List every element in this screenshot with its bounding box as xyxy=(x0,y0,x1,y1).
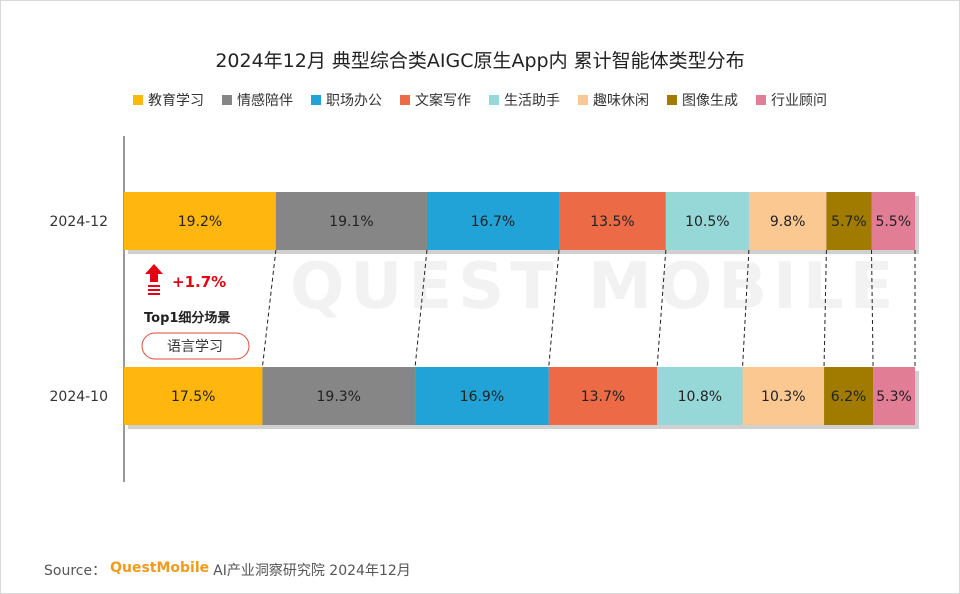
legend-label: 职场办公 xyxy=(326,93,382,109)
data-label: 10.8% xyxy=(678,389,722,405)
bar-segment xyxy=(826,192,872,250)
bar-segment xyxy=(871,192,915,250)
legend-swatch xyxy=(222,95,232,105)
data-label: 9.8% xyxy=(770,214,806,230)
data-label: 19.3% xyxy=(317,389,361,405)
category-label: 2024-10 xyxy=(50,389,109,405)
legend-label: 趣味休闲 xyxy=(593,93,649,109)
bar-segment xyxy=(657,367,743,425)
legend-item: 图像生成 xyxy=(667,90,738,110)
bar-segment xyxy=(665,192,749,250)
data-label: 16.7% xyxy=(471,214,515,230)
legend-label: 情感陪伴 xyxy=(237,93,293,109)
source-brand: QuestMobile xyxy=(110,560,210,576)
tag-pill xyxy=(141,332,250,360)
tag-label: 语言学习 xyxy=(167,339,223,355)
bar-segment xyxy=(124,192,276,250)
legend-item: 趣味休闲 xyxy=(578,90,649,110)
legend-swatch xyxy=(667,95,677,105)
bar-segment xyxy=(559,192,666,250)
legend-label: 图像生成 xyxy=(682,93,738,109)
legend-label: 文案写作 xyxy=(415,93,471,109)
legend-item: 教育学习 xyxy=(133,90,204,110)
data-label: 19.2% xyxy=(178,214,222,230)
chart-title: 2024年12月 典型综合类AIGC原生App内 累计智能体类型分布 xyxy=(215,50,745,72)
connector-line xyxy=(261,249,277,368)
bar-segment xyxy=(748,192,827,250)
connector-line xyxy=(823,249,827,368)
bar-segment xyxy=(873,367,915,425)
data-label: 6.2% xyxy=(831,389,867,405)
legend-item: 情感陪伴 xyxy=(222,90,293,110)
legend-item: 行业顾问 xyxy=(756,90,827,110)
arrow-stripe xyxy=(148,289,160,291)
bar-segment xyxy=(262,367,416,425)
data-label: 19.1% xyxy=(329,214,373,230)
arrow-stripe xyxy=(148,293,160,295)
legend-swatch xyxy=(578,95,588,105)
source-line: Source： QuestMobile AI产业洞察研究院 2024年12月 xyxy=(44,560,411,580)
connector-line xyxy=(656,249,667,368)
bar-segment xyxy=(415,367,549,425)
legend-label: 教育学习 xyxy=(148,93,204,109)
legend-label: 行业顾问 xyxy=(771,93,827,109)
bar-segment xyxy=(742,367,825,425)
connector-line xyxy=(414,249,428,368)
data-label: 10.5% xyxy=(685,214,729,230)
bar-segment xyxy=(124,367,263,425)
data-label: 10.3% xyxy=(761,389,805,405)
data-label: 16.9% xyxy=(460,389,504,405)
data-label: 17.5% xyxy=(171,389,215,405)
legend-item: 生活助手 xyxy=(489,90,560,110)
source-text: AI产业洞察研究院 2024年12月 xyxy=(213,563,411,579)
data-label: 5.3% xyxy=(876,389,912,405)
legend-swatch xyxy=(489,95,499,105)
legend-swatch xyxy=(756,95,766,105)
connector-line xyxy=(548,249,560,368)
legend-label: 生活助手 xyxy=(504,93,560,109)
legend-swatch xyxy=(133,95,143,105)
bar-segment xyxy=(548,367,658,425)
connector-line xyxy=(870,249,874,368)
legend-item: 文案写作 xyxy=(400,90,471,110)
data-label: 5.5% xyxy=(875,214,911,230)
data-label: 13.7% xyxy=(581,389,625,405)
source-prefix: Source： xyxy=(44,563,107,579)
bar-segment xyxy=(426,192,560,250)
legend-swatch xyxy=(311,95,321,105)
arrow-stripe xyxy=(148,285,160,287)
change-value: +1.7% xyxy=(172,273,226,291)
category-label: 2024-12 xyxy=(50,214,109,230)
bar-segment xyxy=(275,192,427,250)
annotation-caption: Top1细分场景 xyxy=(144,310,230,326)
legend-item: 职场办公 xyxy=(311,90,382,110)
legend-swatch xyxy=(400,95,410,105)
up-arrow-icon xyxy=(145,264,163,282)
legend: 教育学习 情感陪伴 职场办公 文案写作 生活助手 趣味休闲 图像生成 行业顾问 xyxy=(0,90,960,110)
data-label: 13.5% xyxy=(590,214,634,230)
connector-line xyxy=(742,249,750,368)
bar-segment xyxy=(824,367,874,425)
data-label: 5.7% xyxy=(831,214,867,230)
watermark: QUEST MOBILE xyxy=(290,250,900,324)
